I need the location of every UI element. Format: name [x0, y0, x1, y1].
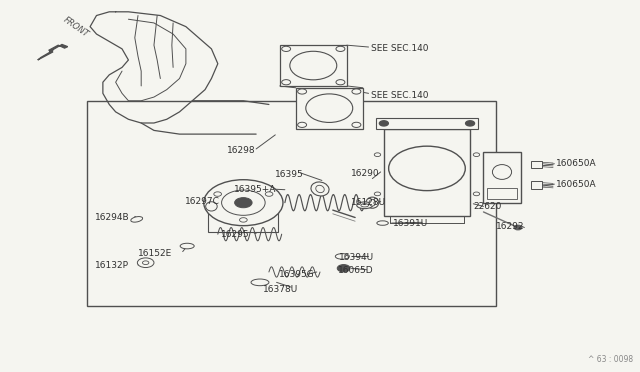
Circle shape: [352, 122, 361, 128]
Circle shape: [352, 89, 361, 94]
Bar: [531, 161, 542, 168]
Circle shape: [466, 121, 474, 126]
Text: 16292: 16292: [495, 222, 524, 231]
Circle shape: [514, 225, 522, 230]
Ellipse shape: [492, 164, 511, 179]
Text: 160650A: 160650A: [556, 180, 597, 189]
Circle shape: [221, 190, 265, 215]
Ellipse shape: [180, 243, 194, 249]
Circle shape: [204, 180, 283, 226]
Ellipse shape: [316, 185, 324, 193]
Circle shape: [473, 192, 479, 196]
Text: 22620: 22620: [473, 202, 502, 211]
Ellipse shape: [205, 202, 217, 211]
Circle shape: [388, 146, 465, 190]
Bar: [87, 101, 495, 307]
Ellipse shape: [366, 197, 379, 208]
Circle shape: [337, 264, 350, 272]
Circle shape: [298, 122, 307, 128]
Ellipse shape: [369, 199, 376, 206]
Text: 16395G: 16395G: [278, 270, 314, 279]
Circle shape: [374, 153, 381, 157]
Ellipse shape: [377, 221, 388, 225]
Text: 16295: 16295: [221, 230, 250, 239]
Text: 16065D: 16065D: [338, 266, 374, 275]
Circle shape: [265, 192, 273, 196]
Bar: [384, 129, 470, 216]
Circle shape: [374, 192, 381, 196]
Text: 16132P: 16132P: [95, 261, 129, 270]
Bar: [280, 45, 347, 86]
Text: 16290: 16290: [351, 169, 380, 177]
Text: 16395+A: 16395+A: [234, 185, 276, 194]
Text: 16394U: 16394U: [339, 253, 374, 262]
Circle shape: [235, 198, 252, 208]
Circle shape: [282, 46, 291, 51]
Ellipse shape: [131, 217, 143, 222]
Circle shape: [380, 121, 388, 126]
Text: ^ 63 : 0098: ^ 63 : 0098: [588, 355, 633, 364]
Text: 16294B: 16294B: [95, 213, 130, 222]
Ellipse shape: [361, 203, 369, 207]
Circle shape: [298, 89, 307, 94]
Circle shape: [282, 80, 291, 85]
Text: 16152E: 16152E: [138, 249, 172, 258]
Ellipse shape: [306, 94, 353, 122]
Text: 16378U: 16378U: [262, 285, 298, 294]
Text: 16391U: 16391U: [394, 219, 429, 228]
Text: 16297C: 16297C: [184, 198, 220, 206]
Circle shape: [239, 218, 247, 222]
Circle shape: [473, 153, 479, 157]
Text: SEE SEC.140: SEE SEC.140: [371, 44, 429, 53]
Polygon shape: [38, 44, 68, 60]
Bar: [376, 118, 477, 129]
Text: 160650A: 160650A: [556, 159, 597, 168]
Text: 16298: 16298: [227, 146, 256, 155]
Text: FRONT: FRONT: [61, 16, 90, 39]
Ellipse shape: [290, 51, 337, 80]
Circle shape: [143, 261, 149, 264]
Circle shape: [336, 46, 345, 51]
Bar: [208, 198, 278, 232]
Ellipse shape: [335, 254, 349, 259]
Circle shape: [138, 258, 154, 267]
Ellipse shape: [356, 202, 372, 209]
Circle shape: [336, 80, 345, 85]
Ellipse shape: [251, 279, 269, 286]
Text: SEE SEC.140: SEE SEC.140: [371, 91, 429, 100]
Text: 16128U: 16128U: [351, 198, 386, 207]
Circle shape: [214, 192, 221, 196]
Bar: [487, 188, 516, 199]
Text: 16395: 16395: [275, 170, 304, 179]
Bar: [296, 88, 363, 129]
Bar: [483, 151, 520, 203]
Bar: [531, 181, 542, 189]
Ellipse shape: [311, 182, 329, 196]
